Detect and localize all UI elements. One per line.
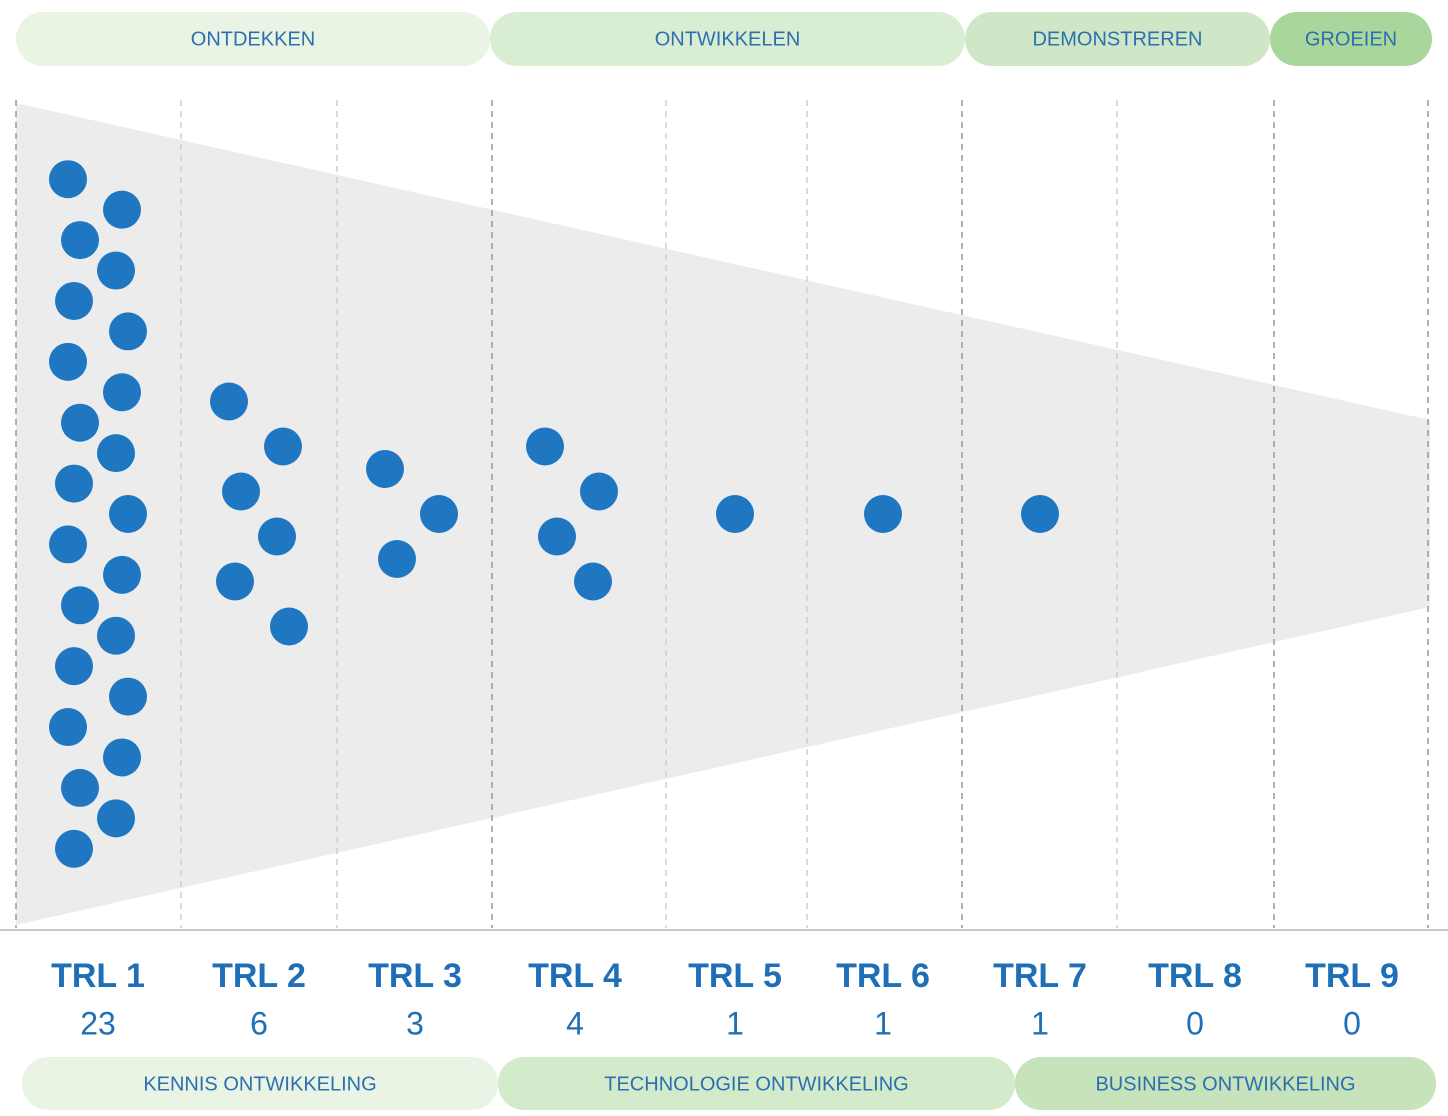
project-dot <box>61 768 99 807</box>
project-dot <box>580 472 618 511</box>
phase-pill <box>965 12 1270 66</box>
project-dot <box>109 495 147 533</box>
phase-label: GROEIEN <box>1305 28 1397 50</box>
project-dot <box>49 525 87 564</box>
phase-label: TECHNOLOGIE ONTWIKKELING <box>604 1073 908 1095</box>
project-dot <box>103 190 141 229</box>
project-dot <box>222 472 260 511</box>
project-dot <box>97 799 135 838</box>
trl-label: TRL 9 <box>1305 957 1399 995</box>
project-dot <box>378 540 416 578</box>
trl-label: TRL 8 <box>1148 957 1242 995</box>
trl-label: TRL 7 <box>993 957 1087 995</box>
project-dot <box>49 708 87 747</box>
phase-pill <box>16 12 490 66</box>
project-dot <box>97 251 135 290</box>
trl-label: TRL 4 <box>528 957 622 995</box>
trl-label: TRL 5 <box>688 957 782 995</box>
project-dot <box>49 342 87 381</box>
phase-label: ONTWIKKELEN <box>655 28 801 50</box>
project-dot <box>1021 495 1059 533</box>
project-dot <box>103 373 141 412</box>
project-dot <box>61 221 99 260</box>
trl-count: 6 <box>250 1005 268 1041</box>
project-dot <box>864 495 902 533</box>
project-dot <box>49 160 87 199</box>
phase-pill <box>1015 1057 1436 1110</box>
project-dot <box>716 495 754 533</box>
project-dot <box>103 555 141 594</box>
trl-count: 1 <box>1031 1005 1049 1041</box>
project-dot <box>366 450 404 488</box>
trl-label: TRL 2 <box>212 957 306 995</box>
project-dot <box>270 607 308 646</box>
phase-label: ONTDEKKEN <box>191 28 315 50</box>
project-dot <box>55 464 93 503</box>
project-dot <box>103 738 141 777</box>
phase-pill <box>22 1057 498 1110</box>
trl-count: 3 <box>406 1005 424 1041</box>
project-dot <box>55 829 93 868</box>
project-dot <box>97 616 135 655</box>
trl-count: 1 <box>874 1005 892 1041</box>
project-dot <box>109 312 147 351</box>
trl-label: TRL 1 <box>51 957 145 995</box>
project-dot <box>210 382 248 421</box>
project-dot <box>216 562 254 601</box>
phase-pill <box>1270 12 1432 66</box>
project-dot <box>55 647 93 686</box>
project-dot <box>264 427 302 466</box>
project-dot <box>420 495 458 533</box>
project-dot <box>526 427 564 466</box>
trl-count: 1 <box>726 1005 744 1041</box>
trl-count: 0 <box>1186 1005 1204 1041</box>
project-dot <box>61 586 99 625</box>
phase-label: BUSINESS ONTWIKKELING <box>1095 1073 1355 1095</box>
project-dot <box>258 517 296 556</box>
project-dot <box>61 403 99 442</box>
phase-label: KENNIS ONTWIKKELING <box>143 1073 376 1095</box>
trl-count: 4 <box>566 1005 584 1041</box>
project-dot <box>55 281 93 320</box>
project-dot <box>574 562 612 601</box>
trl-count: 23 <box>80 1005 116 1041</box>
trl-label: TRL 6 <box>836 957 930 995</box>
phase-pill <box>490 12 965 66</box>
trl-count: 0 <box>1343 1005 1361 1041</box>
phase-pill <box>498 1057 1015 1110</box>
project-dot <box>538 517 576 556</box>
project-dot <box>97 434 135 473</box>
project-dot <box>109 677 147 716</box>
phase-label: DEMONSTREREN <box>1032 28 1202 50</box>
trl-label: TRL 3 <box>368 957 462 995</box>
